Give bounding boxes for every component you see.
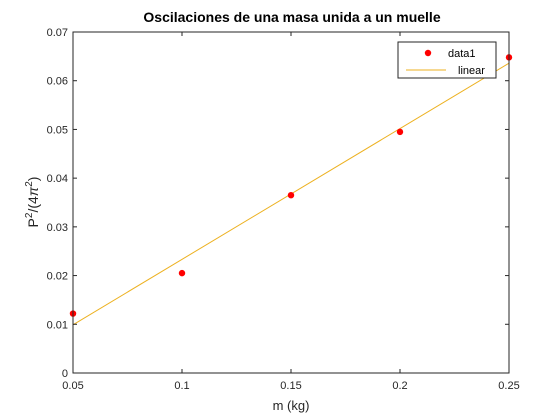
y-tick-label: 0.05: [47, 124, 68, 136]
y-tick-label: 0.04: [47, 173, 68, 185]
legend: data1 linear: [397, 41, 497, 79]
y-label-sup1: 2: [24, 212, 35, 218]
y-tick-label: 0.07: [47, 27, 68, 39]
x-tick-label: 0.15: [280, 380, 301, 392]
legend-marker-data1: [424, 49, 432, 57]
y-axis-label: P2/(4π2): [24, 177, 41, 228]
y-label-end: ): [25, 177, 41, 182]
data-point-data1: [396, 128, 404, 136]
y-tick-label: 0.06: [47, 76, 68, 88]
chart-title: Oscilaciones de una masa unida a un muel…: [143, 9, 440, 25]
plot-frame: [72, 31, 510, 374]
plot-area: [73, 32, 509, 373]
y-tick-label: 0.03: [47, 222, 68, 234]
legend-label-linear: linear: [458, 65, 485, 77]
series-layer: [69, 54, 513, 326]
y-tick-label: 0: [62, 368, 68, 380]
x-tick-label: 0.05: [62, 380, 83, 392]
x-axis-label: m (kg): [273, 398, 310, 413]
y-tick-label: 0.02: [47, 271, 68, 283]
y-label-pi: π: [25, 186, 41, 196]
x-tick-label: 0.25: [498, 380, 519, 392]
y-label-mid: /(4: [25, 196, 41, 213]
x-tick-label: 0.1: [174, 380, 189, 392]
y-label-sup2: 2: [24, 181, 35, 187]
legend-box: [397, 41, 497, 79]
x-tick-label: 0.2: [392, 380, 407, 392]
data-point-data1: [287, 191, 295, 199]
legend-label-data1: data1: [448, 48, 476, 60]
y-label-base: P: [25, 218, 41, 227]
y-tick-label: 0.01: [47, 319, 68, 331]
data-point-data1: [178, 269, 186, 277]
